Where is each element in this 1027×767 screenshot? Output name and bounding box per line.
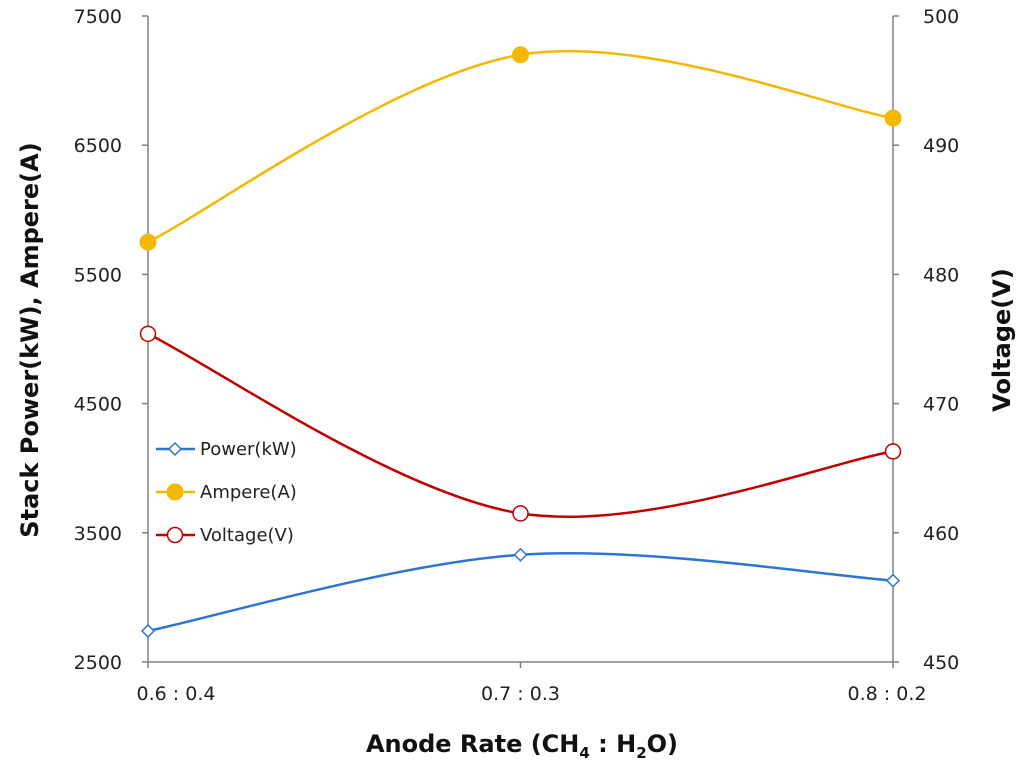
- x-tick-label: 0.7 : 0.3: [481, 683, 560, 705]
- tick-labels: 2500 3500 4500 5500 6500 7500 450 460 470 480 490 5…: [74, 6, 960, 705]
- data-point-power: [885, 573, 901, 588]
- legend-label-power: Power(kW): [200, 439, 297, 460]
- y-right-tick-label: 460: [923, 523, 959, 545]
- y-left-tick-label: 6500: [74, 135, 122, 157]
- legend-label-voltage: Voltage(V): [200, 525, 294, 546]
- y-left-tick-label: 7500: [74, 6, 122, 28]
- y-right-tick-label: 450: [923, 652, 959, 674]
- y-left-tick-label: 4500: [74, 394, 122, 416]
- series-line-power: [147, 552, 894, 633]
- y-axis-left-title: Stack Power(kW), Ampere(A): [16, 142, 44, 537]
- legend-marker-power: [167, 441, 183, 457]
- x-axis-title-main: Anode Rate (CH: [366, 730, 579, 758]
- data-point-ampere: [512, 46, 529, 64]
- x-tick-label: 0.8 : 0.2: [848, 683, 927, 705]
- data-point-voltage: [512, 505, 529, 522]
- legend-marker-ampere: [166, 483, 184, 501]
- data-point-power: [140, 623, 156, 639]
- data-point-ampere: [884, 109, 902, 127]
- y-left-tick-label: 3500: [74, 523, 122, 545]
- legend: Power(kW) Ampere(A) Voltage(V): [156, 439, 297, 546]
- y-right-tick-label: 490: [923, 135, 959, 157]
- plot-frame: [142, 15, 899, 668]
- x-axis-title-sub2: 2: [636, 744, 646, 762]
- y-right-tick-label: 470: [923, 394, 959, 416]
- legend-marker-voltage: [166, 526, 184, 544]
- y-right-tick-label: 480: [923, 264, 959, 286]
- data-point-power: [513, 547, 528, 562]
- x-axis-title-sub1: 4: [579, 744, 589, 762]
- legend-label-ampere: Ampere(A): [200, 482, 297, 503]
- y-left-tick-label: 5500: [74, 264, 122, 286]
- y-right-tick-label: 500: [923, 6, 959, 28]
- series-line-ampere: [147, 49, 894, 244]
- y-axis-right-title: Voltage(V): [988, 268, 1016, 412]
- data-point-voltage: [139, 325, 157, 343]
- x-axis-title-mid: : H: [590, 730, 636, 758]
- x-axis-title: Anode Rate (CH4 : H2O): [366, 730, 678, 762]
- x-axis-title-end: O): [647, 730, 678, 758]
- x-tick-label: 0.6 : 0.4: [137, 683, 216, 705]
- data-point-ampere: [139, 233, 157, 251]
- data-point-voltage: [884, 443, 902, 460]
- series-layer: [139, 46, 902, 639]
- y-left-tick-label: 2500: [74, 652, 122, 674]
